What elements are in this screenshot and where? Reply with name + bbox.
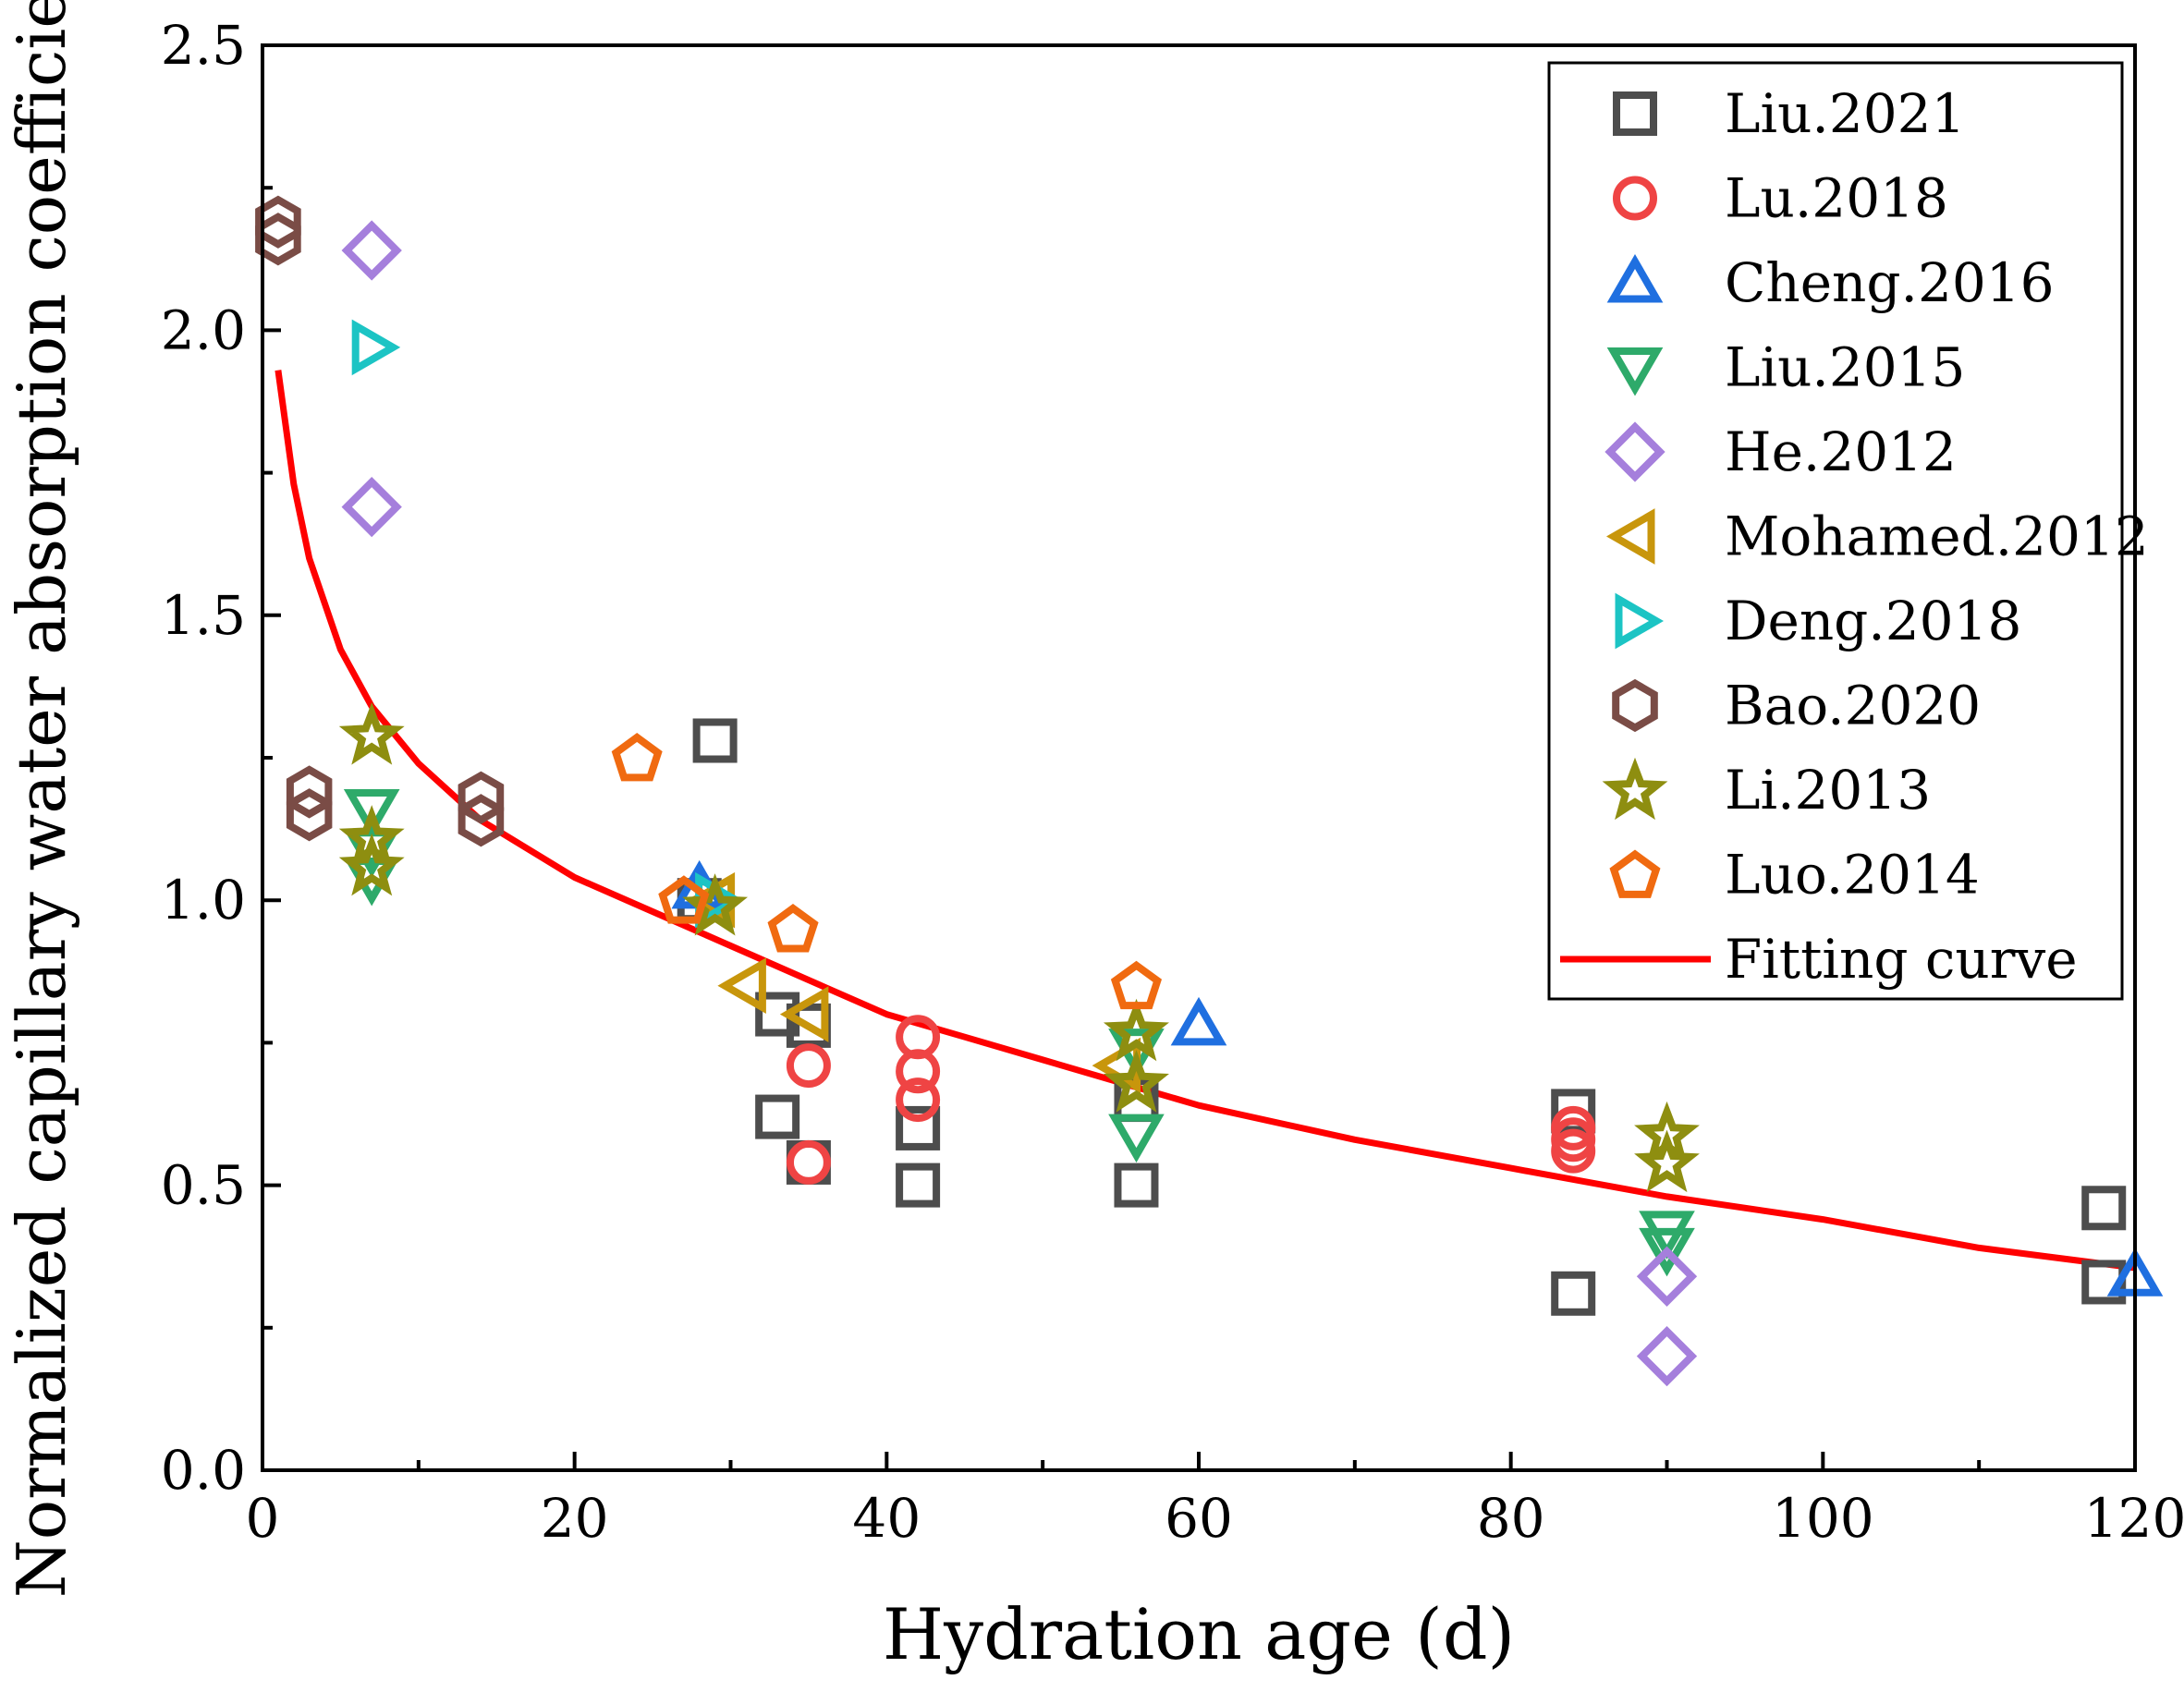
data-point <box>779 986 829 1042</box>
legend-label: Fitting curve <box>1725 928 2078 991</box>
legend-marker <box>1604 421 1665 482</box>
legend-label: Lu.2018 <box>1725 167 1948 230</box>
data-point <box>255 195 301 249</box>
data-point <box>786 1043 831 1089</box>
legend-marker <box>1606 508 1655 565</box>
legend-marker <box>1606 347 1664 396</box>
data-point <box>896 1077 941 1123</box>
ticks-layer: 0 20 40 60 80 100 120 0.0 0.5 1.0 1.5 2.0 2.5 <box>161 14 2184 1550</box>
x-tick-label: 100 <box>1772 1487 1874 1550</box>
y-axis-label: Normalized capillary water absorption co… <box>3 0 80 1598</box>
x-tick-label: 120 <box>2084 1487 2184 1550</box>
y-tick-label: 2.5 <box>161 14 246 77</box>
y-tick-label: 1.5 <box>161 584 246 647</box>
x-tick-label: 80 <box>1477 1487 1545 1550</box>
legend-box <box>1547 61 2124 1001</box>
data-point <box>755 992 800 1037</box>
data-point <box>658 875 710 924</box>
data-point <box>286 765 333 819</box>
fit-layer <box>275 370 2136 1272</box>
data-point <box>341 476 402 538</box>
data-point <box>1636 1246 1698 1307</box>
legend-label: Deng.2018 <box>1725 590 2021 652</box>
data-point <box>767 904 819 953</box>
y-tick-label: 1.0 <box>161 869 246 931</box>
data-point <box>1103 1050 1169 1113</box>
legend-marker <box>1613 176 1657 221</box>
data-point <box>255 213 301 266</box>
legend-label: Liu.2015 <box>1725 336 1965 399</box>
x-tick-label: 60 <box>1165 1487 1233 1550</box>
data-point <box>458 771 505 824</box>
legend-label: Luo.2014 <box>1725 844 1980 907</box>
data-point <box>896 1162 941 1208</box>
data-point <box>692 718 738 763</box>
data-point <box>896 1049 941 1094</box>
data-point <box>1108 1114 1165 1163</box>
data-point <box>717 957 766 1015</box>
x-tick-label: 40 <box>852 1487 921 1550</box>
data-point <box>343 789 400 838</box>
data-point <box>1110 960 1163 1010</box>
legend-label: Bao.2020 <box>1725 675 1981 737</box>
legend-marker <box>1602 757 1668 821</box>
x-tick-label: 20 <box>541 1487 609 1550</box>
data-point <box>458 794 505 847</box>
fitting-curve <box>275 370 2136 1272</box>
legend-marker <box>1613 91 1657 136</box>
data-point <box>1114 1162 1159 1208</box>
y-tick-label: 0.5 <box>161 1154 246 1217</box>
legend-marker <box>1606 254 1664 303</box>
legend: Liu.2021 Lu.2018 Cheng.2016 Liu.2015 He.2012… <box>1547 61 2149 1001</box>
data-point <box>1634 1129 1700 1193</box>
legend-marker <box>1609 849 1661 898</box>
data-point <box>896 1105 941 1150</box>
legend-label: Liu.2021 <box>1725 82 1965 145</box>
data-point <box>338 833 405 896</box>
data-point <box>1170 996 1227 1046</box>
data-point <box>286 788 333 842</box>
legend-label: Cheng.2016 <box>1725 251 2055 314</box>
data-point <box>611 733 663 782</box>
data-point <box>351 319 401 376</box>
data-point <box>338 701 405 765</box>
legend-label: Li.2013 <box>1725 759 1931 822</box>
data-point <box>1639 1227 1695 1277</box>
data-point <box>1103 998 1169 1062</box>
legend-marker <box>1612 678 1658 733</box>
data-point <box>755 1094 800 1139</box>
data-point <box>2081 1186 2127 1231</box>
data-point <box>1551 1271 1596 1316</box>
legend-label: He.2012 <box>1725 420 1957 483</box>
y-tick-label: 2.0 <box>161 298 246 361</box>
x-tick-label: 0 <box>246 1487 280 1550</box>
data-point <box>341 220 402 281</box>
data-point <box>786 1139 831 1185</box>
x-axis-label: Hydration age (d) <box>883 1593 1515 1675</box>
y-tick-label: 0.0 <box>161 1439 246 1502</box>
data-point <box>1636 1325 1698 1387</box>
data-point <box>682 873 749 936</box>
legend-marker <box>1615 592 1664 650</box>
data-point <box>1551 1128 1596 1174</box>
points-layer <box>255 195 2164 1387</box>
legend-label: Mohamed.2012 <box>1725 505 2149 568</box>
